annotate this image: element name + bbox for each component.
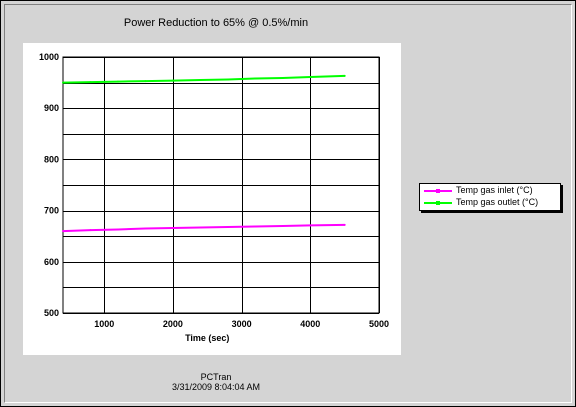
y-tick-label: 600: [44, 257, 59, 267]
series-point-1: [89, 81, 92, 84]
series-point-1: [171, 79, 174, 82]
series-point-1: [226, 78, 229, 81]
x-tick-label: 3000: [232, 319, 252, 329]
series-point-1: [343, 74, 346, 77]
legend-label-inlet: Temp gas inlet (°C): [456, 185, 533, 195]
legend-marker-inlet: [436, 189, 440, 193]
y-tick-label: 900: [44, 103, 59, 113]
y-tick-label: 700: [44, 206, 59, 216]
footer: PCTran 3/31/2009 8:04:04 AM: [1, 372, 431, 392]
series-point-0: [254, 225, 257, 228]
series-point-0: [89, 229, 92, 232]
series-point-1: [254, 77, 257, 80]
series-point-1: [309, 76, 312, 78]
series-point-0: [226, 226, 229, 228]
x-tick-label: 4000: [300, 319, 320, 329]
x-tick-label: 2000: [163, 319, 183, 329]
legend: Temp gas inlet (°C) Temp gas outlet (°C): [419, 183, 561, 211]
series-point-0: [171, 227, 174, 229]
footer-app-name: PCTran: [200, 372, 232, 382]
chart-title: Power Reduction to 65% @ 0.5%/min: [123, 17, 309, 29]
legend-item-inlet: Temp gas inlet (°C): [420, 185, 560, 197]
series-point-1: [117, 80, 119, 83]
series-point-0: [281, 225, 284, 227]
y-tick-label: 1000: [39, 52, 59, 62]
series-point-1: [281, 77, 284, 79]
legend-item-outlet: Temp gas outlet (°C): [420, 197, 560, 209]
x-tick-label: 1000: [94, 319, 114, 329]
series-point-0: [309, 224, 312, 227]
series-point-0: [62, 230, 64, 233]
legend-label-outlet: Temp gas outlet (°C): [456, 197, 539, 207]
footer-timestamp: 3/31/2009 8:04:04 AM: [171, 382, 261, 392]
series-point-0: [144, 227, 147, 230]
y-tick-label: 800: [44, 154, 59, 164]
plot-panel: 500 600 700 800 900 1000 1000 2000 3000 4000 5000 T…: [23, 43, 401, 355]
series-point-0: [117, 228, 119, 231]
x-axis-label: Time (sec): [185, 333, 229, 343]
series-point-1: [144, 80, 147, 83]
series-point-1: [62, 81, 64, 84]
x-tick-label: 5000: [369, 319, 389, 329]
series-point-1: [199, 79, 202, 81]
series-point-0: [199, 226, 202, 229]
series-point-0: [343, 223, 346, 226]
chart-svg: 500 600 700 800 900 1000 1000 2000 3000 4000 5000 T…: [39, 52, 389, 343]
y-tick-label: 500: [44, 308, 59, 318]
legend-marker-outlet: [436, 201, 440, 205]
